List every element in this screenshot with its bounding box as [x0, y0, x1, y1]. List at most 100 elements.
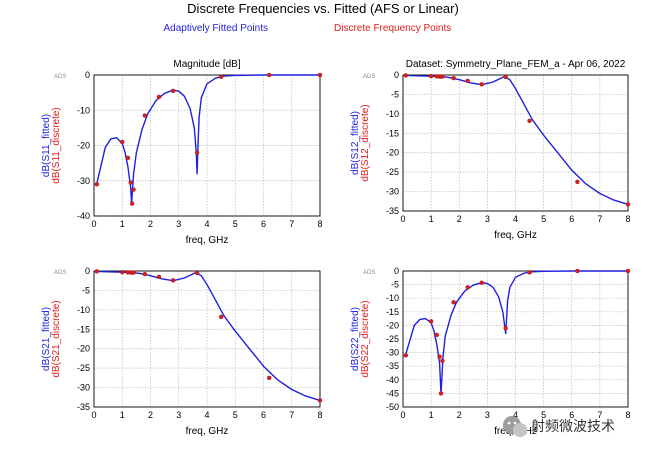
- y-tick-label: -30: [77, 383, 90, 393]
- y-tick-label: -30: [77, 176, 90, 186]
- x-tick-label: 5: [541, 410, 546, 420]
- y-tick-label: -15: [386, 307, 399, 317]
- x-tick-label: 6: [569, 410, 574, 420]
- x-tick-label: 3: [176, 410, 181, 420]
- panel-title: Dataset: Symmetry_Plane_FEM_a - Apr 06, …: [406, 59, 626, 70]
- x-tick-label: 5: [233, 219, 238, 229]
- y-tick-label: -10: [386, 109, 399, 119]
- panel-title: Magnitude [dB]: [173, 59, 240, 70]
- discrete-point: [120, 269, 125, 275]
- y-axis-label-discrete: dB(S21_discrete): [51, 300, 62, 377]
- discrete-point: [131, 187, 136, 192]
- discrete-point: [317, 72, 323, 78]
- x-tick-label: 7: [597, 214, 602, 224]
- y-tick-label: -5: [82, 285, 90, 295]
- x-tick-label: 7: [289, 410, 294, 420]
- fitted-series-line: [405, 270, 628, 395]
- y-tick-label: -25: [386, 334, 399, 344]
- x-tick-label: 8: [317, 410, 322, 420]
- x-tick-label: 7: [597, 410, 602, 420]
- x-tick-label: 5: [541, 214, 546, 224]
- watermark: 射频微波技术: [503, 416, 615, 437]
- x-tick-label: 6: [569, 214, 574, 224]
- x-tick-label: 4: [513, 214, 518, 224]
- y-tick-label: -20: [386, 148, 399, 158]
- discrete-point: [437, 354, 442, 359]
- x-tick-label: 2: [457, 410, 462, 420]
- x-axis-label: freq, GHz: [494, 230, 537, 241]
- chart-s12: 0 1 2 3 4 5 6 7 8 0 -5 -10 -15 -20 -25 -30 -35 ADS Dataset…: [350, 59, 631, 241]
- figure-title: Discrete Frequencies vs. Fitted (AFS or …: [187, 1, 459, 16]
- discrete-point: [131, 270, 136, 275]
- y-tick-label: -10: [386, 293, 399, 303]
- x-axis-label: freq, GHz: [186, 426, 229, 437]
- discrete-point: [403, 353, 409, 358]
- x-tick-label: 4: [204, 219, 209, 229]
- x-tick-label: 2: [148, 219, 153, 229]
- y-tick-label: -35: [386, 361, 399, 371]
- discrete-point: [625, 268, 631, 274]
- y-tick-label: 0: [394, 70, 399, 80]
- discrete-point: [479, 82, 484, 87]
- y-tick-label: -30: [386, 187, 399, 197]
- discrete-point: [194, 270, 200, 276]
- discrete-point: [527, 118, 532, 124]
- discrete-point: [142, 271, 148, 277]
- x-tick-label: 1: [429, 214, 434, 224]
- y-axis-label-discrete: dB(S11_discrete): [51, 107, 62, 184]
- y-tick-label: -10: [77, 305, 90, 315]
- plot-frame: [402, 74, 629, 212]
- y-tick-label: -15: [386, 128, 399, 138]
- chart-s11: 0 1 2 3 4 5 6 7 8 0 -10 -20 -30 -40 ADS Magnitude [dB] f…: [41, 59, 323, 246]
- discrete-point: [317, 398, 323, 403]
- discrete-point: [434, 332, 439, 338]
- discrete-point: [465, 78, 470, 84]
- wechat-icon: [503, 416, 527, 437]
- discrete-point: [120, 139, 125, 145]
- y-tick-label: -20: [77, 141, 90, 151]
- discrete-point: [94, 182, 100, 187]
- discrete-point: [129, 201, 135, 206]
- x-tick-label: 1: [120, 219, 125, 229]
- y-axis-label-fitted: dB(S21_fitted): [41, 307, 52, 371]
- y-axis-label-discrete: dB(S22_discrete): [360, 300, 371, 377]
- discrete-point: [125, 155, 131, 161]
- discrete-point: [156, 94, 162, 100]
- plot-frame: [93, 74, 321, 217]
- legend-discrete: Discrete Frequency Points: [334, 23, 451, 34]
- y-tick-label: -40: [386, 375, 399, 385]
- discrete-point: [170, 88, 176, 94]
- discrete-point: [503, 325, 508, 331]
- discrete-point: [266, 72, 272, 78]
- watermark-text: 射频微波技术: [531, 419, 615, 435]
- discrete-point: [451, 300, 456, 305]
- y-tick-label: 0: [85, 70, 90, 80]
- legend-fitted: Adaptively Fitted Points: [164, 23, 269, 34]
- discrete-point: [625, 202, 631, 207]
- y-tick-label: -35: [386, 206, 399, 216]
- x-tick-label: 3: [485, 410, 490, 420]
- x-tick-label: 8: [625, 214, 630, 224]
- y-tick-label: -40: [77, 211, 90, 221]
- ads-badge: ADS: [363, 74, 375, 80]
- x-tick-label: 4: [204, 410, 209, 420]
- y-tick-label: -35: [77, 402, 90, 412]
- discrete-point: [575, 268, 580, 274]
- x-tick-label: 3: [176, 219, 181, 229]
- chart-s22: 0 1 2 3 4 5 6 7 8 0 -5 -10 -15 -20 -25 -30 -35 -40 -45 -50 A…: [350, 266, 631, 437]
- y-tick-label: -10: [77, 105, 90, 115]
- x-tick-label: 2: [457, 214, 462, 224]
- discrete-point: [194, 150, 200, 155]
- discrete-point: [527, 270, 532, 275]
- x-tick-label: 0: [91, 410, 96, 420]
- x-tick-label: 6: [261, 219, 266, 229]
- y-axis-label-fitted: dB(S22_fitted): [350, 307, 361, 371]
- discrete-point: [438, 391, 444, 396]
- ads-badge: ADS: [54, 74, 66, 80]
- discrete-point: [128, 180, 133, 185]
- ads-badge: ADS: [54, 270, 66, 276]
- y-tick-label: 0: [394, 266, 399, 276]
- x-tick-label: 7: [289, 219, 294, 229]
- discrete-point: [156, 274, 162, 280]
- x-tick-label: 4: [513, 410, 518, 420]
